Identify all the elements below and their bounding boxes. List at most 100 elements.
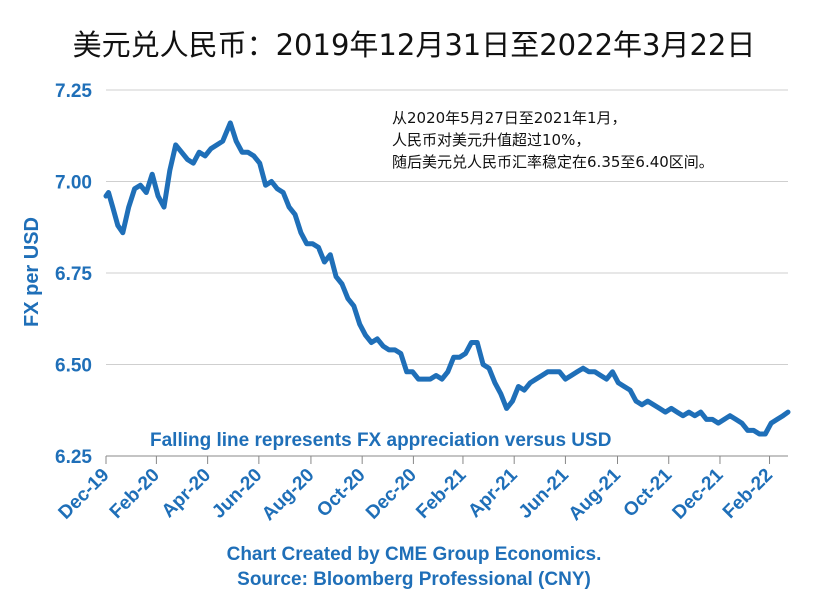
data-point [686,410,691,415]
data-point [698,410,703,415]
data-point [551,369,556,374]
gridlines [106,89,788,365]
data-point [363,333,368,338]
data-point [126,205,131,210]
data-point [522,388,527,393]
data-point [257,161,262,166]
data-point [240,150,245,155]
data-point [663,410,668,415]
data-point [392,347,397,352]
credit-line-2: Source: Bloomberg Professional (CNY) [237,569,591,590]
data-point [120,230,125,235]
data-point [669,406,674,411]
x-tick-label: Aug-21 [565,464,626,525]
data-point [681,413,685,418]
data-point [616,380,621,385]
data-point [716,421,721,426]
data-point [498,391,503,396]
x-axis-ticks: Dec-19Feb-20Apr-20Jun-20Aug-20Oct-20Dec-… [55,456,777,525]
data-point [451,355,456,360]
data-point [410,369,415,374]
data-point [191,161,196,166]
data-point [692,413,697,418]
x-tick-label: Dec-20 [362,465,421,524]
credit-line-1: Chart Created by CME Group Economics. [226,544,602,565]
data-point [110,205,115,210]
data-point [245,150,250,155]
data-point [203,153,208,158]
data-point [469,340,474,345]
data-point [251,153,256,158]
data-point [733,417,738,422]
data-point [557,369,562,374]
data-point [234,139,239,144]
data-point [763,432,768,436]
data-point [781,413,785,418]
data-point [357,322,362,327]
data-point [381,344,386,349]
data-point [398,351,403,356]
annotation-line-2: 人民币对美元升值超过10%， [392,131,590,149]
data-point [604,377,609,382]
x-tick-label: Aug-20 [258,465,318,525]
y-tick-label: 6.75 [55,264,92,285]
data-point [592,369,597,374]
data-point [528,380,533,385]
data-point [150,172,155,177]
data-point [209,146,213,151]
data-point [704,417,709,422]
data-point [422,377,427,382]
data-point [475,340,480,345]
data-point [516,384,521,389]
data-point [775,417,780,422]
data-point [334,274,339,279]
data-point [375,336,380,341]
data-point [563,377,568,382]
x-tick-label: Feb-21 [412,464,470,522]
y-axis-label: FX per USD [21,217,43,327]
data-point [569,373,574,378]
annotation-line-3: 随后美元兑人民币汇率稳定在6.35至6.40区间。 [392,153,714,171]
data-point [156,194,161,199]
data-point [345,296,350,301]
data-point [710,417,715,422]
data-point [115,223,120,228]
data-point [328,252,333,257]
data-point [492,380,497,385]
data-point [440,377,444,382]
y-tick-label: 7.00 [55,173,92,194]
data-point [214,142,219,147]
data-point [434,373,439,378]
x-tick-label: Apr-20 [158,465,215,522]
data-point [675,410,680,415]
data-point [598,373,603,378]
x-tick-label: Feb-20 [106,465,164,523]
data-point [179,150,184,155]
data-point [132,186,137,191]
data-point [610,369,615,374]
x-tick-label: Apr-21 [464,464,522,522]
data-point [351,303,356,308]
data-point [769,421,774,426]
y-tick-label: 6.50 [55,356,92,377]
data-point [293,212,297,217]
data-point [575,369,580,374]
data-point [504,406,509,411]
x-tick-label: Dec-19 [55,465,114,524]
data-point [786,410,790,415]
data-point [387,347,391,352]
data-point [445,369,450,374]
data-point [304,241,309,246]
data-point [722,417,727,422]
x-tick-label: Oct-21 [620,464,677,521]
data-point [220,139,225,144]
data-point [167,168,172,173]
data-point [745,428,750,433]
data-point [510,399,515,404]
data-point [263,183,268,188]
data-point [651,402,656,407]
data-point [581,366,586,371]
x-tick-label: Feb-22 [719,465,777,523]
data-point [197,150,202,155]
data-point [728,413,732,418]
